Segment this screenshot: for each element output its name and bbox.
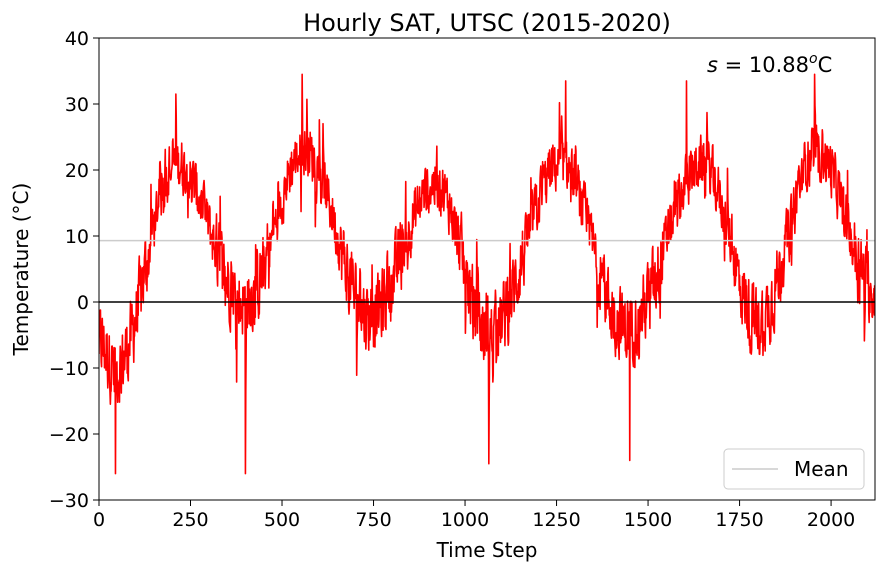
x-tick-label: 250 <box>172 509 208 531</box>
x-tick-label: 1250 <box>532 509 580 531</box>
plot-area <box>98 37 876 501</box>
x-tick-label: 750 <box>355 509 391 531</box>
annotation-symbol: s <box>707 53 718 77</box>
x-tick-label: 2000 <box>807 509 855 531</box>
legend: Mean <box>723 448 865 490</box>
y-tick-label: 10 <box>65 226 89 248</box>
x-tick-label: 1500 <box>624 509 672 531</box>
y-tick-label: 0 <box>77 292 89 314</box>
y-tick-label: −20 <box>49 424 89 446</box>
legend-label-mean: Mean <box>794 457 849 481</box>
y-axis: −30 −20 −10 0 10 20 30 40 <box>49 28 99 512</box>
temperature-series-line <box>99 73 875 475</box>
plot-frame <box>98 37 876 501</box>
x-axis: 0 250 500 750 1000 1250 1500 1750 2000 <box>93 500 855 531</box>
x-tick-label: 500 <box>264 509 300 531</box>
x-tick-label: 1000 <box>441 509 489 531</box>
chart-title: Hourly SAT, UTSC (2015-2020) <box>303 9 671 37</box>
y-tick-label: 40 <box>65 28 89 50</box>
x-tick-label: 1750 <box>715 509 763 531</box>
y-tick-label: 30 <box>65 94 89 116</box>
x-tick-label: 0 <box>93 509 105 531</box>
annotation-unit: C <box>818 53 833 77</box>
y-tick-label: −10 <box>49 358 89 380</box>
annotation-degree: o <box>809 51 818 67</box>
y-tick-label: 20 <box>65 160 89 182</box>
x-axis-title: Time Step <box>436 538 538 562</box>
y-axis-title: Temperature (°C) <box>9 183 33 357</box>
y-tick-label: −30 <box>49 490 89 512</box>
legend-box <box>723 448 865 490</box>
annotation-value: = 10.88 <box>718 53 809 77</box>
stddev-annotation: s = 10.88oC <box>707 51 832 77</box>
